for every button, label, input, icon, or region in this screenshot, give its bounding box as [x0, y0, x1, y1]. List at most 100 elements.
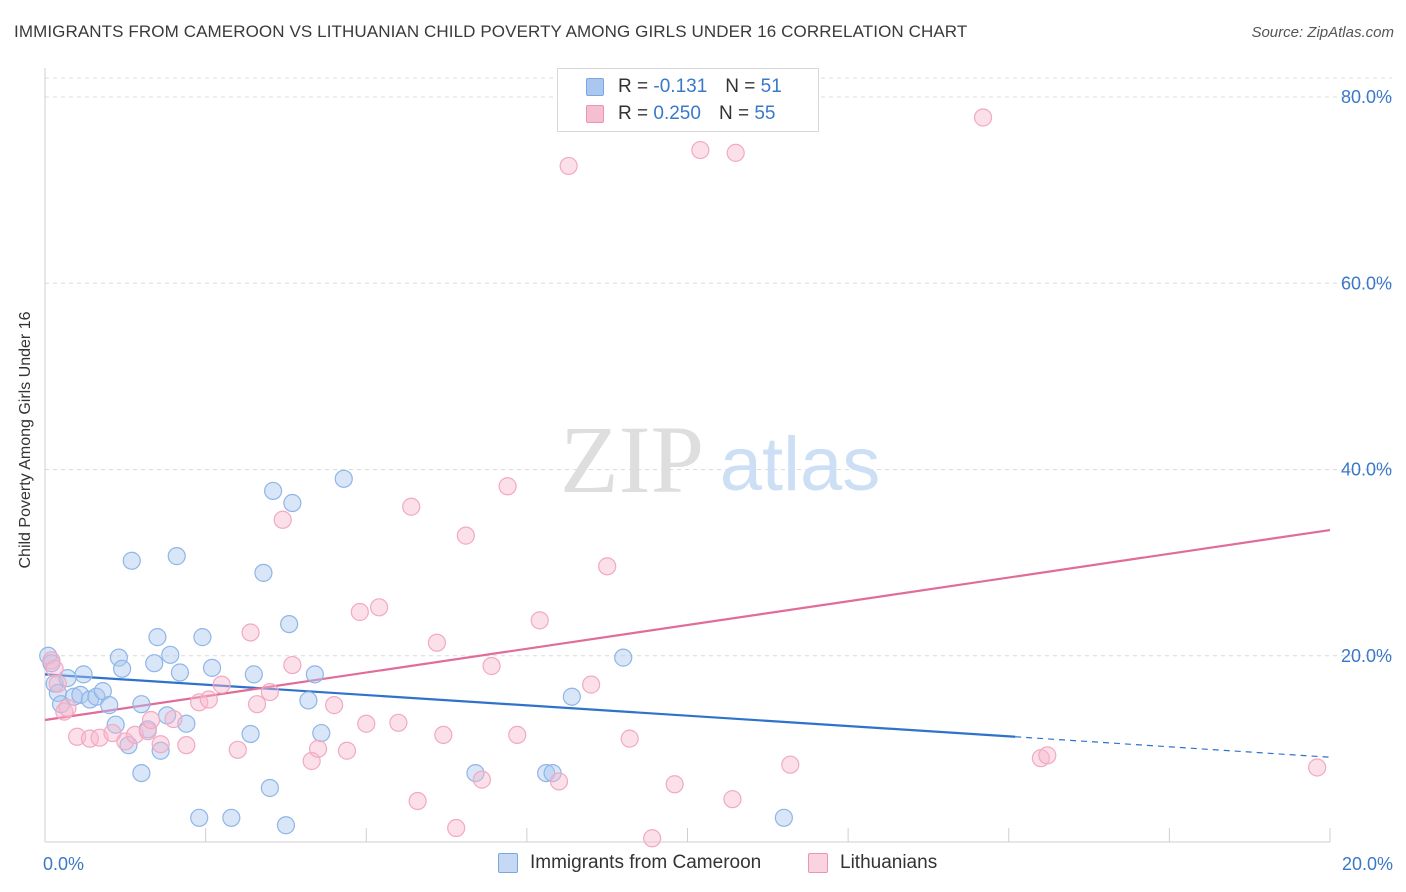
point-cameroon: [280, 614, 299, 634]
r-value: 0.250: [653, 103, 701, 124]
point-lithuanians: [80, 729, 100, 748]
point-cameroon: [614, 648, 633, 667]
point-lithuanians: [1308, 758, 1327, 777]
y-axis-label-container: Child Poverty Among Girls Under 16: [6, 180, 46, 700]
point-lithuanians: [447, 818, 466, 838]
point-cameroon: [122, 551, 141, 570]
n-label: N =: [718, 103, 750, 124]
legend-item-lithuanians: Lithuanians: [808, 852, 937, 874]
point-lithuanians: [508, 725, 527, 745]
point-lithuanians: [325, 696, 344, 715]
point-cameroon: [222, 808, 241, 827]
point-cameroon: [774, 808, 793, 827]
y-tick-label: 80.0%: [1341, 87, 1392, 107]
point-cameroon: [161, 645, 180, 664]
point-lithuanians: [1038, 746, 1057, 765]
legend-label-lithuanians: Lithuanians: [840, 852, 938, 873]
r-label: R =: [618, 103, 649, 124]
point-lithuanians: [643, 829, 662, 848]
n-value: 55: [754, 103, 776, 124]
trend-line-lithuanians: [44, 528, 1331, 722]
point-cameroon: [112, 659, 132, 678]
point-lithuanians: [549, 772, 569, 791]
point-cameroon: [263, 481, 283, 501]
point-lithuanians: [138, 722, 157, 741]
point-lithuanians: [58, 698, 77, 718]
point-cameroon: [132, 695, 151, 714]
trend-line-cameroon-extension: [1015, 736, 1331, 758]
y-tick-label: 20.0%: [1341, 646, 1392, 666]
point-lithuanians: [408, 791, 427, 811]
point-lithuanians: [620, 729, 639, 748]
point-cameroon: [312, 723, 331, 743]
point-lithuanians: [370, 598, 389, 617]
point-lithuanians: [260, 682, 279, 702]
legend-row-lithuanians: R = 0.250 N = 55: [558, 100, 775, 128]
x-tick-label: 20.0%: [1342, 854, 1393, 874]
point-lithuanians: [45, 659, 64, 678]
point-lithuanians: [350, 602, 369, 622]
point-cameroon: [74, 665, 93, 684]
point-lithuanians: [665, 775, 684, 794]
point-cameroon: [145, 654, 164, 673]
legend-item-cameroon: Immigrants from Cameroon: [498, 852, 761, 874]
r-value: -0.131: [653, 76, 708, 97]
point-cameroon: [562, 687, 581, 706]
axes: [44, 68, 1331, 843]
point-lithuanians: [726, 143, 745, 162]
watermark-atlas: atlas: [720, 422, 881, 507]
legend-swatch-cameroon: [498, 853, 518, 873]
point-lithuanians: [164, 709, 183, 729]
point-lithuanians: [582, 675, 601, 694]
r-label: R =: [618, 76, 649, 97]
y-tick-label: 40.0%: [1341, 460, 1392, 480]
legend-row-cameroon: R = -0.131 N = 51: [558, 73, 782, 101]
n-label: N =: [725, 76, 756, 97]
point-lithuanians: [598, 557, 617, 576]
correlation-legend: R = -0.131 N = 51 R = 0.250 N = 55: [557, 68, 819, 132]
point-lithuanians: [402, 497, 421, 516]
y-axis-label: Child Poverty Among Girls Under 16: [17, 311, 34, 569]
point-cameroon: [148, 628, 167, 647]
watermark: ZIP atlas: [560, 406, 880, 513]
point-lithuanians: [177, 736, 196, 755]
point-lithuanians: [273, 510, 292, 529]
point-cameroon: [190, 808, 209, 827]
point-lithuanians: [389, 713, 408, 732]
source-label: Source: ZipAtlas.com: [1251, 24, 1394, 41]
point-cameroon: [299, 691, 318, 710]
data-points: [39, 108, 1327, 848]
point-lithuanians: [427, 633, 447, 652]
point-lithuanians: [116, 732, 135, 751]
point-cameroon: [276, 816, 296, 835]
point-cameroon: [100, 696, 119, 715]
point-lithuanians: [308, 739, 328, 758]
point-lithuanians: [691, 140, 710, 160]
point-cameroon: [260, 778, 279, 798]
point-lithuanians: [973, 108, 993, 127]
point-lithuanians: [434, 725, 453, 745]
point-lithuanians: [781, 755, 800, 774]
trend-lines: [44, 528, 1331, 758]
y-tick-label: 60.0%: [1341, 273, 1392, 293]
point-lithuanians: [498, 477, 517, 496]
legend-label-cameroon: Immigrants from Cameroon: [530, 852, 762, 873]
n-value: 51: [760, 76, 782, 97]
point-lithuanians: [357, 714, 376, 733]
grid-lines: [45, 77, 1392, 657]
point-lithuanians: [103, 723, 122, 743]
point-cameroon: [254, 563, 273, 582]
tick-labels: 20.0% 40.0% 60.0% 80.0% 0.0% 20.0%: [43, 87, 1393, 874]
legend-swatch-lithuanians: [808, 853, 828, 873]
point-lithuanians: [723, 790, 742, 809]
legend-swatch-lithuanians: [586, 105, 604, 123]
point-cameroon: [109, 648, 128, 667]
point-cameroon: [305, 665, 324, 684]
x-tick-label: 0.0%: [43, 854, 84, 874]
point-lithuanians: [283, 655, 302, 675]
point-lithuanians: [456, 526, 475, 545]
chart-title: IMMIGRANTS FROM CAMEROON VS LITHUANIAN C…: [14, 22, 968, 41]
point-lithuanians: [48, 674, 67, 693]
point-lithuanians: [337, 741, 357, 760]
